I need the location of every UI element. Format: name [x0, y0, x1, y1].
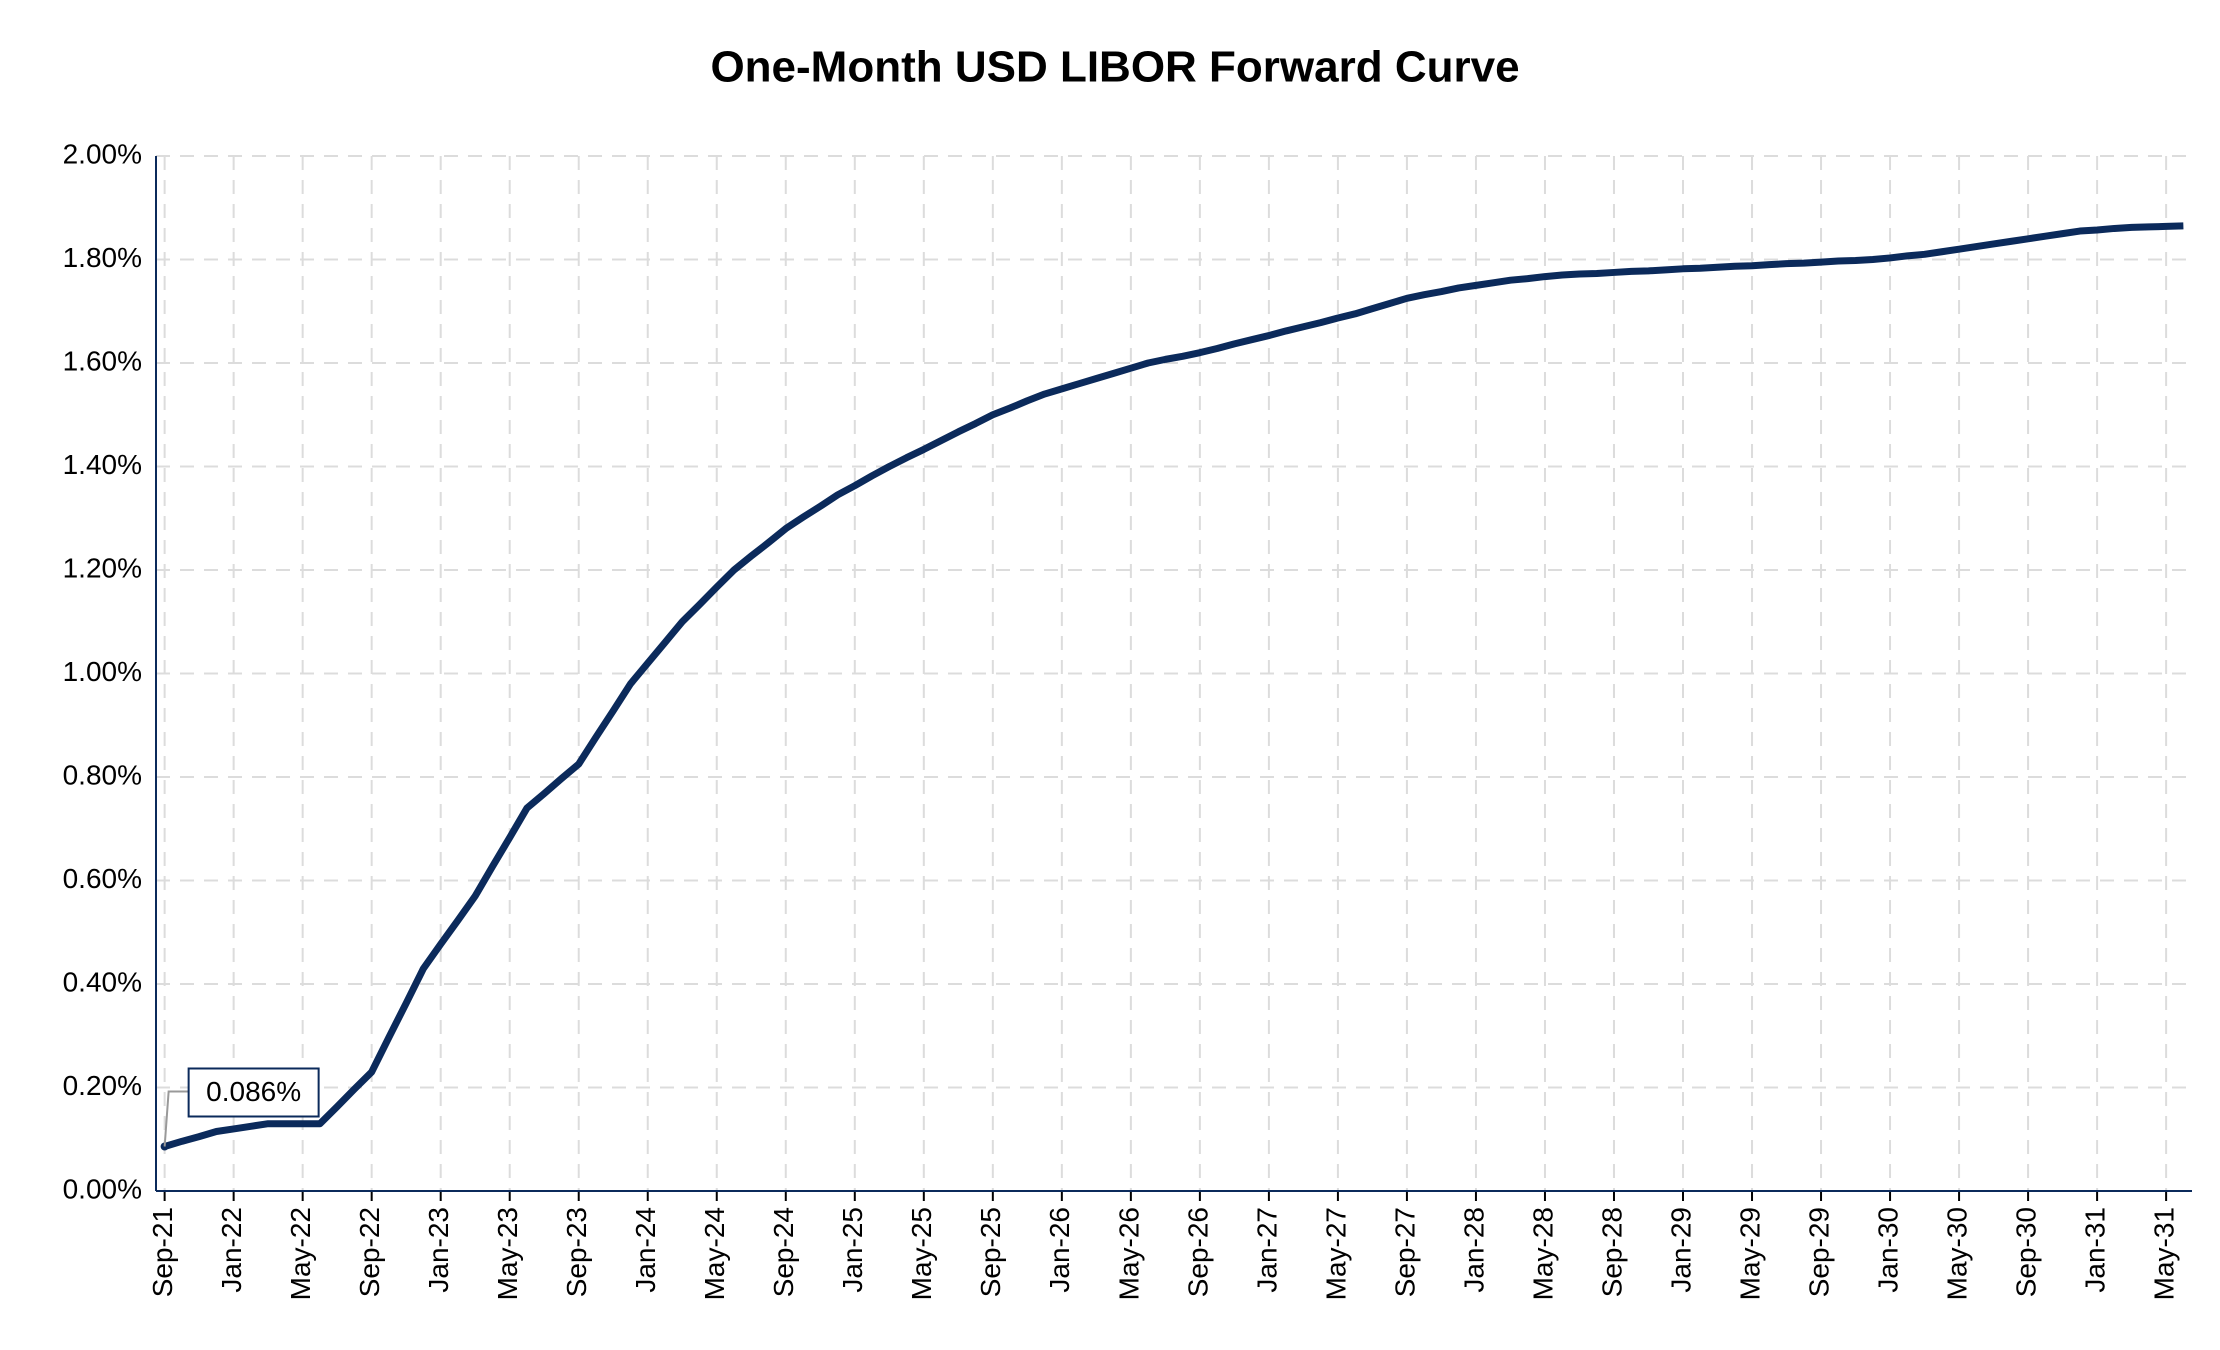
y-tick-label: 1.80% [63, 242, 142, 273]
x-tick-label: Sep-28 [1596, 1207, 1627, 1297]
x-tick-label: Jan-25 [837, 1207, 868, 1293]
x-tick-label: May-24 [699, 1207, 730, 1300]
x-tick-label: Sep-21 [147, 1207, 178, 1297]
y-tick-label: 0.00% [63, 1173, 142, 1204]
x-tick-label: May-28 [1527, 1207, 1558, 1300]
x-tick-label: Jan-23 [423, 1207, 454, 1293]
y-tick-label: 0.40% [63, 966, 142, 997]
x-tick-label: Sep-30 [2010, 1207, 2041, 1297]
x-tick-label: Sep-29 [1803, 1207, 1834, 1297]
x-tick-label: Sep-22 [354, 1207, 385, 1297]
x-tick-label: May-25 [906, 1207, 937, 1300]
y-tick-label: 1.60% [63, 345, 142, 376]
x-tick-label: Sep-23 [561, 1207, 592, 1297]
y-tick-label: 0.80% [63, 759, 142, 790]
annotation-box [187, 1067, 320, 1118]
x-tick-label: May-22 [285, 1207, 316, 1300]
x-tick-label: Sep-25 [975, 1207, 1006, 1297]
x-tick-label: Jan-31 [2079, 1207, 2110, 1293]
annotation-label: 0.086% [206, 1076, 301, 1107]
x-tick-label: Jan-26 [1044, 1207, 1075, 1293]
x-tick-label: Jan-22 [216, 1207, 247, 1293]
x-tick-label: Sep-24 [768, 1207, 799, 1297]
x-tick-label: Jan-24 [630, 1207, 661, 1293]
y-tick-label: 1.40% [63, 449, 142, 480]
chart-title: One-Month USD LIBOR Forward Curve [710, 43, 1519, 92]
x-tick-label: Sep-26 [1182, 1207, 1213, 1297]
y-tick-label: 1.20% [63, 552, 142, 583]
x-tick-label: Jan-29 [1665, 1207, 1696, 1293]
y-tick-label: 0.60% [63, 863, 142, 894]
series-line [163, 222, 2184, 1150]
x-tick-label: May-26 [1113, 1207, 1144, 1300]
x-tick-label: May-30 [1941, 1207, 1972, 1300]
x-tick-label: Jan-30 [1872, 1207, 1903, 1293]
x-tick-label: May-27 [1320, 1207, 1351, 1300]
x-tick-label: Jan-27 [1251, 1207, 1282, 1293]
x-tick-label: May-31 [2149, 1207, 2180, 1300]
annotation-leader [163, 1090, 189, 1147]
x-tick-label: May-23 [492, 1207, 523, 1300]
x-tick-label: Jan-28 [1458, 1207, 1489, 1293]
x-tick-label: Sep-27 [1389, 1207, 1420, 1297]
x-tick-label: May-29 [1734, 1207, 1765, 1300]
y-tick-label: 0.20% [63, 1070, 142, 1101]
y-tick-label: 1.00% [63, 656, 142, 687]
y-tick-label: 2.00% [63, 138, 142, 169]
